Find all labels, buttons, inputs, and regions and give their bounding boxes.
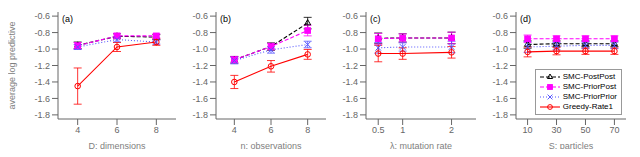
svg-text:-0.6: -0.6 (342, 11, 358, 21)
svg-text:-1.4: -1.4 (492, 77, 508, 87)
svg-text:-0.6: -0.6 (34, 11, 50, 21)
svg-text:S: particles: S: particles (549, 141, 594, 149)
svg-text:-1.6: -1.6 (342, 94, 358, 104)
svg-text:D: dimensions: D: dimensions (88, 141, 146, 149)
svg-text:70: 70 (609, 125, 619, 135)
svg-text:-1.6: -1.6 (34, 94, 50, 104)
svg-text:-0.6: -0.6 (192, 11, 208, 21)
html-text:(b): (b) (220, 14, 231, 24)
svg-text:-1.8: -1.8 (342, 110, 358, 120)
svg-text:-1.0: -1.0 (192, 44, 208, 54)
html-text:(d): (d) (520, 14, 531, 24)
svg-text:-1.4: -1.4 (192, 77, 208, 87)
html-text:SMC-PriorPost: SMC-PriorPost (562, 82, 617, 91)
svg-text:-1.0: -1.0 (342, 44, 358, 54)
svg-text:average log predictive: average log predictive (8, 21, 17, 109)
svg-text:λ: mutation rate: λ: mutation rate (390, 141, 452, 149)
svg-text:30: 30 (552, 125, 562, 135)
svg-text:-1.2: -1.2 (342, 61, 358, 71)
html-text:(a): (a) (62, 14, 73, 24)
svg-text:-0.8: -0.8 (492, 28, 508, 38)
svg-text:6: 6 (268, 125, 273, 135)
svg-text:-0.6: -0.6 (492, 11, 508, 21)
svg-text:-0.8: -0.8 (342, 28, 358, 38)
svg-text:4: 4 (232, 125, 237, 135)
svg-text:n: observations: n: observations (240, 141, 302, 149)
svg-text:-1.8: -1.8 (492, 110, 508, 120)
svg-text:-1.2: -1.2 (192, 61, 208, 71)
html-text:(c): (c) (370, 14, 381, 24)
svg-text:-1.2: -1.2 (34, 61, 50, 71)
svg-text:1: 1 (400, 125, 405, 135)
svg-text:2: 2 (449, 125, 454, 135)
html-text:Greedy-Rate1: Greedy-Rate1 (562, 102, 613, 111)
svg-text:-1.6: -1.6 (192, 94, 208, 104)
svg-text:6: 6 (114, 125, 119, 135)
svg-text:50: 50 (580, 125, 590, 135)
svg-text:-1.6: -1.6 (492, 94, 508, 104)
svg-text:-1.8: -1.8 (34, 110, 50, 120)
svg-text:10: 10 (523, 125, 533, 135)
svg-text:-1.4: -1.4 (342, 77, 358, 87)
html-text:SMC-PriorPrior: SMC-PriorPrior (562, 92, 617, 101)
svg-text:-1.2: -1.2 (492, 61, 508, 71)
svg-text:-0.8: -0.8 (192, 28, 208, 38)
svg-text:-1.8: -1.8 (192, 110, 208, 120)
svg-text:4: 4 (75, 125, 80, 135)
svg-text:0.5: 0.5 (372, 125, 385, 135)
svg-text:8: 8 (154, 125, 159, 135)
svg-text:-1.0: -1.0 (492, 44, 508, 54)
svg-text:-1.4: -1.4 (34, 77, 50, 87)
svg-text:-1.0: -1.0 (34, 44, 50, 54)
svg-text:8: 8 (305, 125, 310, 135)
html-text:SMC-PostPost: SMC-PostPost (562, 72, 616, 81)
svg-text:-0.8: -0.8 (34, 28, 50, 38)
